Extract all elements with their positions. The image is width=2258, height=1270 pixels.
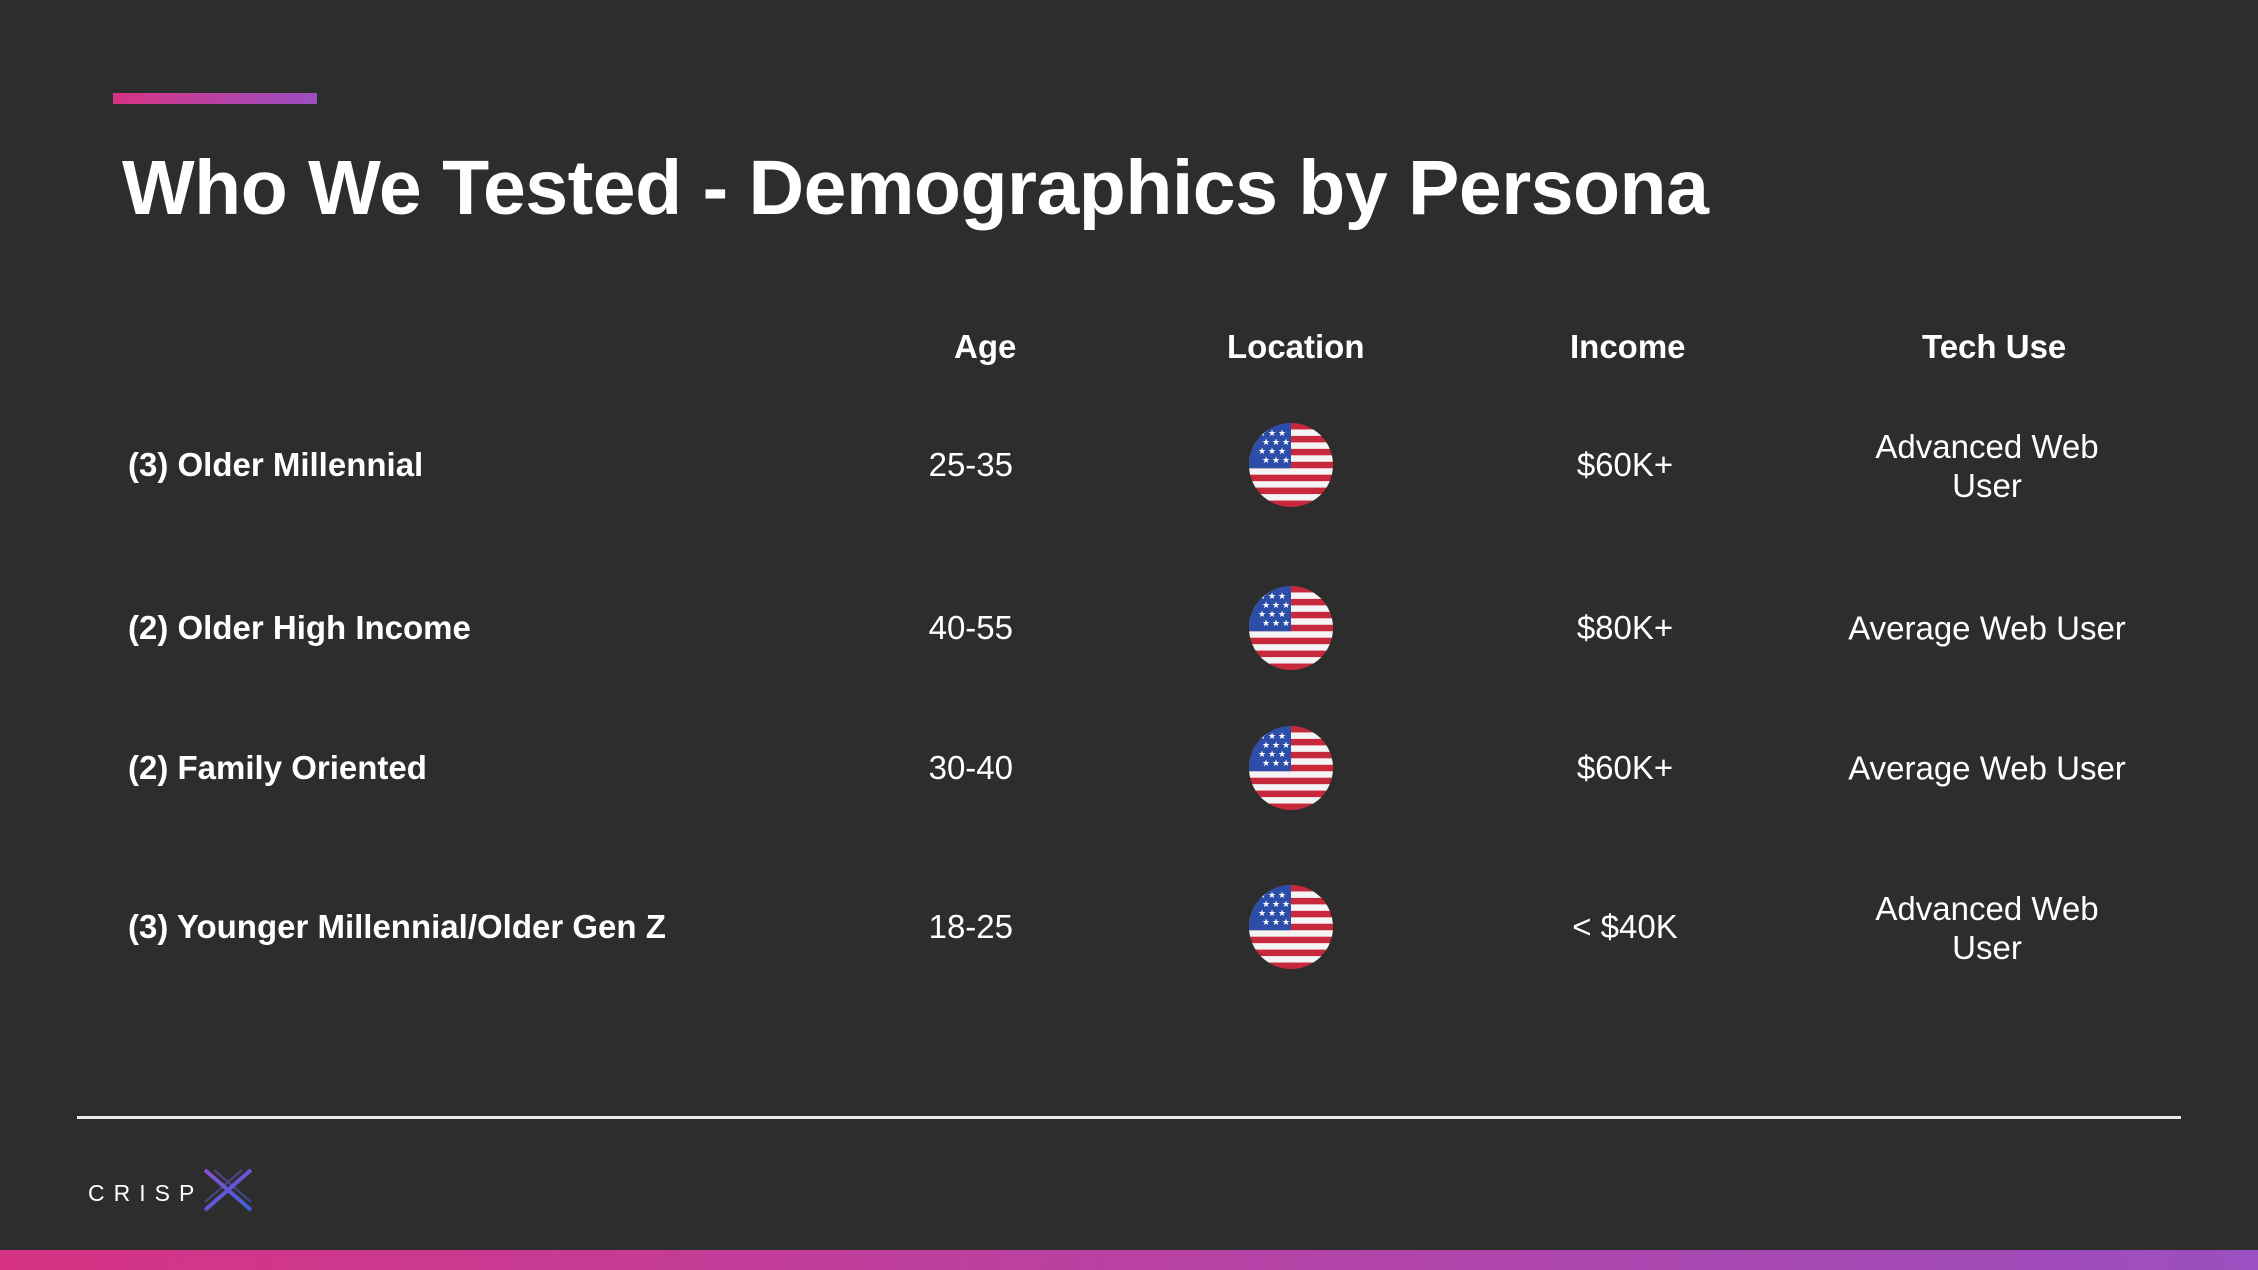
logo-wordmark: CRISP [88, 1180, 204, 1206]
svg-text:★: ★ [1282, 601, 1290, 611]
us-flag-icon: ★ ★ ★ ★ ★ ★ ★ ★ ★ ★ ★ ★ [1249, 726, 1333, 810]
persona-label: (3) Older Millennial [128, 446, 424, 483]
svg-text:★: ★ [1278, 909, 1286, 919]
svg-text:★: ★ [1268, 909, 1276, 919]
svg-text:★: ★ [1258, 447, 1266, 457]
svg-text:★: ★ [1272, 741, 1280, 751]
header-tech-use: Tech Use [1922, 328, 2067, 365]
svg-text:★: ★ [1262, 918, 1270, 928]
svg-text:★: ★ [1262, 759, 1270, 769]
us-flag-icon: ★ ★ ★ ★ ★ ★ ★ ★ ★ ★ ★ ★ [1249, 885, 1333, 969]
age-value: 40-55 [928, 609, 1013, 646]
svg-text:★: ★ [1268, 447, 1276, 457]
svg-text:★: ★ [1268, 732, 1276, 742]
svg-text:★: ★ [1268, 429, 1276, 439]
income-value: $80K+ [1576, 609, 1674, 646]
tech-use-value: Average Web User [1848, 749, 2126, 787]
svg-text:★: ★ [1282, 759, 1290, 769]
svg-text:★: ★ [1272, 619, 1280, 629]
header-income: Income [1570, 328, 1686, 365]
svg-text:★: ★ [1282, 456, 1290, 466]
age-value: 25-35 [928, 446, 1013, 483]
svg-text:★: ★ [1278, 447, 1286, 457]
age-value: 18-25 [928, 908, 1013, 945]
header-location: Location [1227, 328, 1365, 365]
tech-use-value: Advanced Web User [1875, 428, 2099, 504]
svg-text:★: ★ [1272, 456, 1280, 466]
svg-text:★: ★ [1268, 750, 1276, 760]
crispx-logo: CRISP [88, 1166, 258, 1218]
persona-label: (2) Family Oriented [128, 749, 427, 786]
svg-text:★: ★ [1278, 891, 1286, 901]
svg-text:★: ★ [1282, 741, 1290, 751]
svg-text:★: ★ [1268, 592, 1276, 602]
svg-text:★: ★ [1262, 601, 1270, 611]
income-value: $60K+ [1576, 446, 1674, 483]
slide-title: Who We Tested - Demographics by Persona [122, 145, 1709, 231]
us-flag-icon: ★ ★ ★ ★ ★ ★ ★ ★ ★ ★ ★ ★ [1249, 586, 1333, 670]
bottom-gradient-bar [0, 1250, 2258, 1270]
income-value: $60K+ [1576, 749, 1674, 786]
svg-text:★: ★ [1278, 750, 1286, 760]
svg-text:★: ★ [1272, 918, 1280, 928]
logo-x-mark-icon [203, 1168, 253, 1212]
us-flag-icon: ★ ★ ★ ★ ★ ★ ★ ★ ★ ★ ★ ★ [1249, 423, 1333, 507]
svg-text:★: ★ [1258, 610, 1266, 620]
age-value: 30-40 [928, 749, 1013, 786]
income-value: < $40K [1572, 908, 1678, 945]
header-age: Age [954, 328, 1017, 365]
svg-text:★: ★ [1262, 900, 1270, 910]
svg-text:★: ★ [1262, 741, 1270, 751]
svg-text:★: ★ [1282, 918, 1290, 928]
svg-text:★: ★ [1282, 438, 1290, 448]
tech-use-value: Average Web User [1848, 609, 2126, 647]
svg-text:★: ★ [1278, 592, 1286, 602]
svg-text:★: ★ [1268, 610, 1276, 620]
svg-text:★: ★ [1272, 601, 1280, 611]
svg-text:★: ★ [1268, 891, 1276, 901]
persona-label: (2) Older High Income [128, 609, 471, 646]
svg-text:★: ★ [1282, 619, 1290, 629]
svg-text:★: ★ [1272, 759, 1280, 769]
svg-text:★: ★ [1262, 619, 1270, 629]
svg-text:★: ★ [1262, 456, 1270, 466]
svg-text:★: ★ [1278, 429, 1286, 439]
tech-use-value: Advanced Web User [1875, 890, 2099, 966]
svg-text:★: ★ [1282, 900, 1290, 910]
persona-label: (3) Younger Millennial/Older Gen Z [128, 908, 666, 945]
svg-text:★: ★ [1272, 900, 1280, 910]
title-accent-bar [113, 93, 317, 104]
svg-text:★: ★ [1262, 438, 1270, 448]
svg-text:★: ★ [1258, 909, 1266, 919]
footer-divider [77, 1116, 2181, 1119]
svg-text:★: ★ [1272, 438, 1280, 448]
svg-text:★: ★ [1278, 610, 1286, 620]
svg-text:★: ★ [1278, 732, 1286, 742]
svg-text:★: ★ [1258, 750, 1266, 760]
